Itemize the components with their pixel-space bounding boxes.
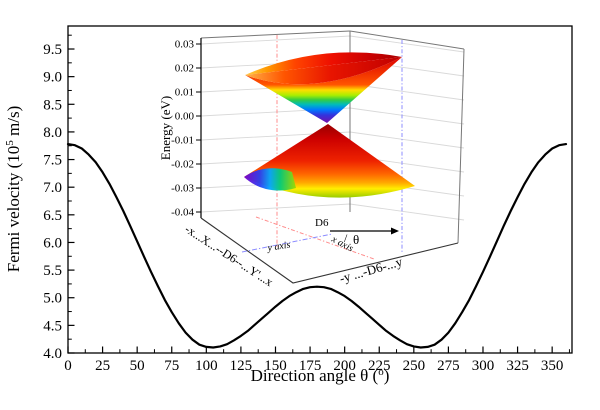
x-tick-label: 350: [541, 358, 564, 374]
y-axis-title: Fermi velocity (105 m/s): [4, 106, 23, 273]
x-tick-label: 0: [64, 358, 72, 374]
x-axis-tick-labels: 0 25 50 75 100 125 150 175 200 225 250 275 300 325 350: [64, 358, 563, 374]
y-tick-label: 8.5: [43, 97, 62, 113]
inset-energy-tick-label: -0.04: [171, 207, 194, 219]
inset-3d-plot: 0.03 0.02 0.01 0.00 -0.01 -0.02 -0.03 -0.04 Ene…: [158, 30, 465, 289]
y-tick-label: 9.5: [43, 42, 62, 58]
inset-energy-tick-label: -0.02: [171, 159, 194, 171]
x-axis-name-label: x axis: [329, 233, 355, 254]
x-axis-ticks: [67, 346, 570, 353]
x-axis-floor-line: [255, 216, 375, 260]
dirac-cone-lower: [244, 124, 415, 198]
y-tick-label: 7.0: [43, 180, 62, 196]
theta-slash: /: [344, 231, 348, 245]
x-tick-label: 300: [472, 358, 495, 374]
theta-label: θ: [353, 232, 359, 247]
y-tick-label: 7.5: [43, 153, 62, 169]
y-axis-tick-labels: 4.0 4.5 5.0 5.5 6.0 6.5 7.0 7.5 8.0 8.5 9.0 9.5: [43, 42, 62, 362]
cone-low-energy-patch: [244, 168, 296, 191]
x-tick-label: 25: [95, 358, 110, 374]
inset-floor-edges: [200, 217, 459, 284]
inset-energy-tick-labels: 0.03 0.02 0.01 0.00 -0.01 -0.02 -0.03 -0.04: [171, 39, 194, 219]
y-tick-label: 5.0: [43, 291, 62, 307]
x-tick-label: 100: [195, 358, 218, 374]
x-tick-label: 175: [299, 358, 322, 374]
x-tick-label: 125: [230, 358, 253, 374]
inset-energy-tick-label: 0.03: [175, 39, 195, 51]
inset-gridline: [200, 203, 465, 221]
inset-energy-tick-label: 0.00: [175, 111, 195, 123]
x-tick-label: 250: [403, 358, 426, 374]
inset-energy-axis-title: Energy (eV): [158, 96, 173, 160]
x-tick-label: 325: [506, 358, 529, 374]
red-direction-path-label: -x...X...--D6--...Y'...x: [182, 222, 275, 289]
inset-gridline: [200, 35, 465, 53]
y-tick-label: 4.0: [43, 346, 62, 362]
inset-energy-ticks: [196, 43, 201, 213]
y-tick-label: 4.5: [43, 318, 62, 334]
y-tick-label: 8.0: [43, 125, 62, 141]
arrowhead-icon: [391, 227, 399, 235]
y-tick-label: 5.5: [43, 263, 62, 279]
fermi-velocity-curve: [66, 143, 568, 349]
x-tick-label: 275: [437, 358, 460, 374]
y-tick-label: 9.0: [43, 70, 62, 86]
main-plot: 0 25 50 75 100 125 150 175 200 225 250 275 300 325 350…: [4, 25, 573, 385]
dirac-cone-upper: [245, 52, 402, 123]
inset-energy-tick-label: 0.01: [175, 87, 194, 99]
inset-energy-tick-label: 0.02: [175, 63, 194, 75]
x-tick-label: 150: [264, 358, 287, 374]
y-axis-name-label: y axis: [266, 239, 292, 254]
x-tick-label: 200: [333, 358, 356, 374]
x-tick-label: 75: [164, 358, 179, 374]
x-tick-label: 225: [368, 358, 391, 374]
d6-label: D6: [315, 217, 329, 229]
y-axis-floor-line: [241, 233, 333, 253]
plot-frame: [67, 25, 573, 354]
y-tick-label: 6.5: [43, 208, 62, 224]
y-axis-ticks: [68, 34, 75, 354]
x-axis-title: Direction angle θ (o): [251, 366, 390, 385]
inset-energy-tick-label: -0.01: [171, 135, 194, 147]
inset-energy-tick-label: -0.03: [171, 183, 194, 195]
x-tick-label: 50: [130, 358, 145, 374]
y-tick-label: 6.0: [43, 235, 62, 251]
